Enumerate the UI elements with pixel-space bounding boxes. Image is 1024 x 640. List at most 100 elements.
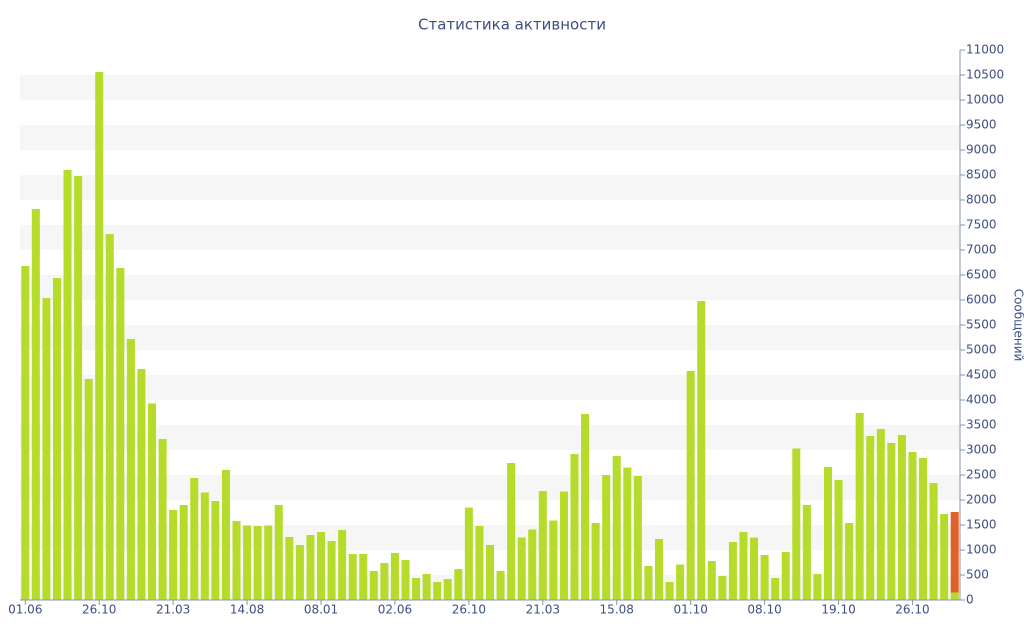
bar	[148, 403, 157, 600]
bar	[433, 582, 442, 600]
x-tick-label: 21.03	[156, 603, 190, 617]
x-tick-label: 21.03	[526, 603, 560, 617]
grid-band	[20, 75, 960, 100]
y-tick-label: 9000	[966, 143, 997, 157]
y-tick-label: 6500	[966, 268, 997, 282]
bar	[179, 505, 188, 600]
bar	[295, 545, 304, 600]
bar	[443, 579, 452, 600]
bar	[169, 510, 178, 600]
bar	[760, 555, 769, 600]
bar	[950, 592, 959, 600]
bar	[380, 563, 389, 600]
bar	[31, 209, 40, 600]
y-tick-label: 11000	[966, 43, 1004, 57]
bar	[591, 523, 600, 600]
bar	[422, 574, 431, 600]
x-tick-label: 01.10	[673, 603, 707, 617]
x-tick-label: 26.10	[82, 603, 116, 617]
bar	[116, 268, 125, 600]
bar	[253, 526, 262, 600]
bar	[665, 582, 674, 600]
bar	[950, 512, 959, 593]
bar	[718, 576, 727, 600]
bar	[654, 539, 664, 600]
bar	[21, 266, 30, 600]
bar	[855, 413, 864, 600]
y-tick-label: 4000	[966, 393, 997, 407]
y-tick-label: 8000	[966, 193, 997, 207]
bar	[369, 571, 378, 600]
bar	[781, 552, 790, 600]
bar	[274, 505, 283, 600]
bar	[84, 379, 93, 600]
bar	[559, 491, 568, 600]
bar	[137, 369, 146, 600]
bar	[42, 298, 51, 600]
grid-band	[20, 425, 960, 450]
y-tick-label: 2000	[966, 493, 997, 507]
x-tick-label: 19.10	[821, 603, 855, 617]
bar	[485, 545, 495, 600]
bar	[243, 525, 252, 600]
bar	[74, 176, 83, 600]
bar	[549, 520, 558, 600]
y-tick-label: 8500	[966, 168, 997, 182]
x-tick-label: 01.06	[8, 603, 42, 617]
bar	[728, 542, 737, 600]
y-tick-label: 1000	[966, 543, 997, 557]
bar	[390, 553, 399, 600]
bar	[105, 234, 114, 600]
bar	[63, 170, 72, 600]
bar	[52, 278, 61, 600]
y-tick-label: 3000	[966, 443, 997, 457]
grid-band	[20, 125, 960, 150]
chart-title: Статистика активности	[418, 16, 606, 34]
x-tick-label: 08.10	[747, 603, 781, 617]
grid-band	[20, 325, 960, 350]
y-tick-label: 3500	[966, 418, 997, 432]
bar	[316, 532, 326, 600]
y-tick-label: 1500	[966, 518, 997, 532]
bar	[792, 448, 801, 600]
x-tick-label: 26.10	[452, 603, 486, 617]
bar	[887, 443, 896, 600]
bar	[338, 530, 347, 600]
bar	[908, 452, 917, 600]
y-tick-label: 10000	[966, 93, 1004, 107]
grid-band	[20, 175, 960, 200]
bar	[834, 480, 843, 600]
bar	[570, 454, 579, 600]
bar	[686, 371, 695, 600]
bar	[190, 478, 199, 600]
bar	[940, 514, 949, 600]
y-tick-label: 7500	[966, 218, 997, 232]
bar	[359, 554, 368, 600]
grid-band	[20, 225, 960, 250]
y-axis-label: Сообщений	[1012, 289, 1024, 362]
bar	[823, 467, 832, 600]
bar	[95, 72, 104, 600]
bar	[813, 574, 822, 600]
bar	[897, 435, 906, 600]
bar	[623, 467, 632, 600]
bar	[475, 526, 484, 600]
y-tick-label: 9500	[966, 118, 997, 132]
bar	[306, 535, 315, 600]
bar	[221, 470, 230, 600]
x-tick-label: 14.08	[230, 603, 264, 617]
y-tick-label: 5500	[966, 318, 997, 332]
bar	[581, 414, 590, 600]
y-tick-label: 5000	[966, 343, 997, 357]
bar	[528, 529, 537, 600]
bar	[697, 301, 706, 600]
y-tick-label: 7000	[966, 243, 997, 257]
bar	[348, 554, 357, 600]
bar	[644, 566, 653, 600]
y-tick-label: 4500	[966, 368, 997, 382]
bar	[866, 436, 875, 600]
x-tick-label: 08.01	[304, 603, 338, 617]
bar	[327, 541, 336, 600]
x-tick-label: 02.06	[378, 603, 412, 617]
